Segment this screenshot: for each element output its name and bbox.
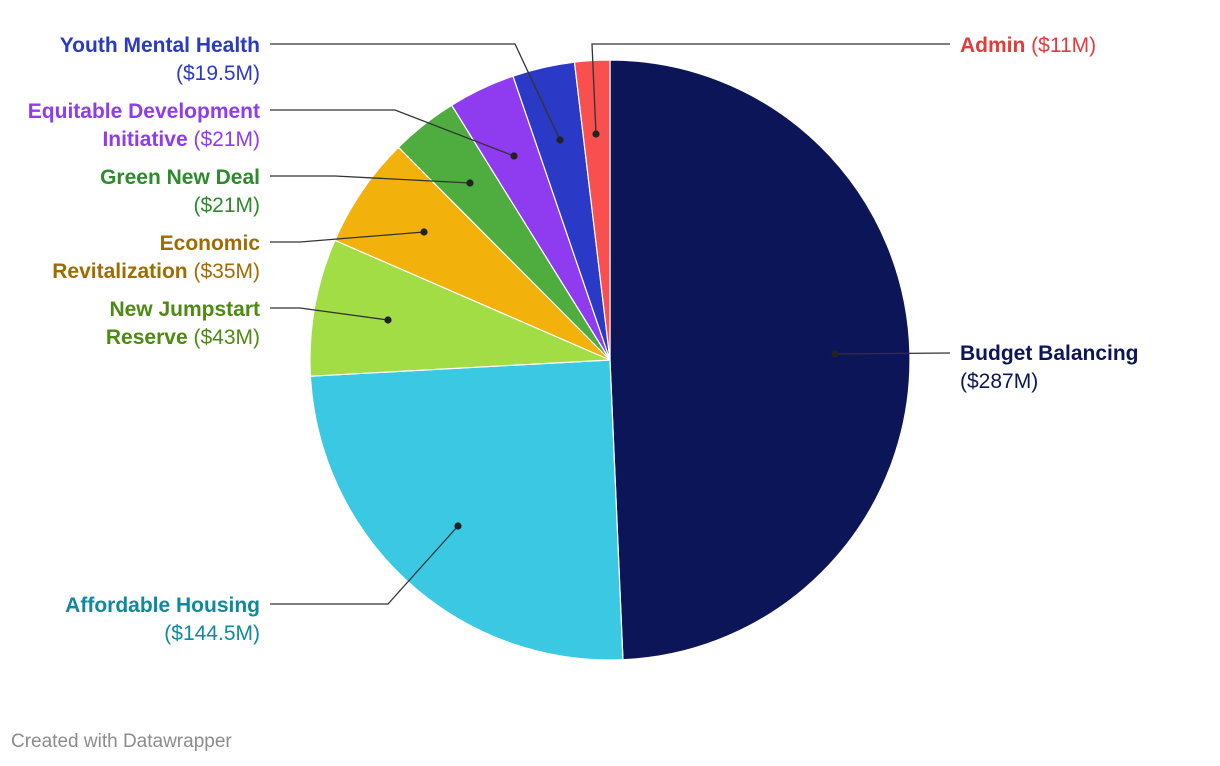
label-value: ($43M) bbox=[193, 326, 260, 349]
leader-line-equitable-development-initiative bbox=[270, 109, 515, 157]
label-name: Revitalization bbox=[52, 260, 193, 283]
leader-dot-budget-balancing bbox=[831, 350, 839, 358]
leader-dot-green-new-deal bbox=[466, 179, 474, 187]
label-value: ($19.5M) bbox=[176, 62, 260, 85]
leader-dot-economic-revitalization bbox=[420, 228, 428, 236]
label-affordable-housing: Affordable Housing ($144.5M) bbox=[65, 594, 260, 645]
leader-line-youth-mental-health bbox=[270, 43, 561, 141]
leader-dot-new-jumpstart-reserve bbox=[384, 316, 392, 324]
slice-affordable-housing bbox=[309, 359, 624, 661]
label-value: ($287M) bbox=[960, 370, 1038, 393]
label-value: ($144.5M) bbox=[164, 622, 260, 645]
label-name: New Jumpstart bbox=[109, 298, 260, 321]
label-name: Affordable Housing bbox=[65, 594, 260, 617]
label-name: Green New Deal bbox=[100, 166, 260, 189]
label-value: ($35M) bbox=[193, 260, 260, 283]
label-value: ($21M) bbox=[193, 194, 260, 217]
label-name: Initiative bbox=[102, 128, 193, 151]
label-name: Economic bbox=[160, 232, 261, 255]
leader-dot-admin bbox=[592, 130, 600, 138]
label-name: Budget Balancing bbox=[960, 342, 1139, 365]
label-name: Equitable Development bbox=[28, 100, 260, 123]
leader-line-affordable-housing bbox=[270, 525, 459, 605]
label-youth-mental-health: Youth Mental Health ($19.5M) bbox=[60, 34, 260, 85]
leader-line-economic-revitalization bbox=[270, 231, 425, 243]
leader-lines bbox=[270, 43, 951, 605]
label-admin: Admin ($11M) bbox=[960, 34, 1096, 57]
label-name: Admin bbox=[960, 34, 1031, 57]
leader-line-admin bbox=[591, 43, 950, 135]
label-name: Youth Mental Health bbox=[60, 34, 260, 57]
leader-line-green-new-deal bbox=[270, 175, 471, 184]
leader-dot-affordable-housing bbox=[454, 522, 462, 530]
label-economic-revitalization: Economic Revitalization ($35M) bbox=[52, 232, 260, 283]
label-name: Reserve bbox=[106, 326, 194, 349]
label-green-new-deal: Green New Deal ($21M) bbox=[100, 166, 260, 217]
label-budget-balancing: Budget Balancing ($287M) bbox=[960, 342, 1139, 393]
label-value: ($21M) bbox=[193, 128, 260, 151]
label-new-jumpstart-reserve: New Jumpstart Reserve ($43M) bbox=[106, 298, 260, 349]
pie-slices bbox=[309, 59, 911, 661]
slice-new-jumpstart-reserve bbox=[309, 239, 611, 377]
leader-line-new-jumpstart-reserve bbox=[270, 307, 389, 321]
slice-budget-balancing bbox=[609, 59, 911, 661]
slice-labels: Budget Balancing ($287M) Affordable Housin… bbox=[28, 34, 1139, 645]
label-equitable-development-initiative: Equitable Development Initiative ($21M) bbox=[28, 100, 260, 151]
leader-line-budget-balancing bbox=[834, 352, 951, 355]
leader-dot-equitable-development-initiative bbox=[510, 152, 518, 160]
leader-dot-youth-mental-health bbox=[556, 136, 564, 144]
datawrapper-credit: Created with Datawrapper bbox=[11, 731, 232, 752]
label-value: ($11M) bbox=[1031, 34, 1096, 57]
